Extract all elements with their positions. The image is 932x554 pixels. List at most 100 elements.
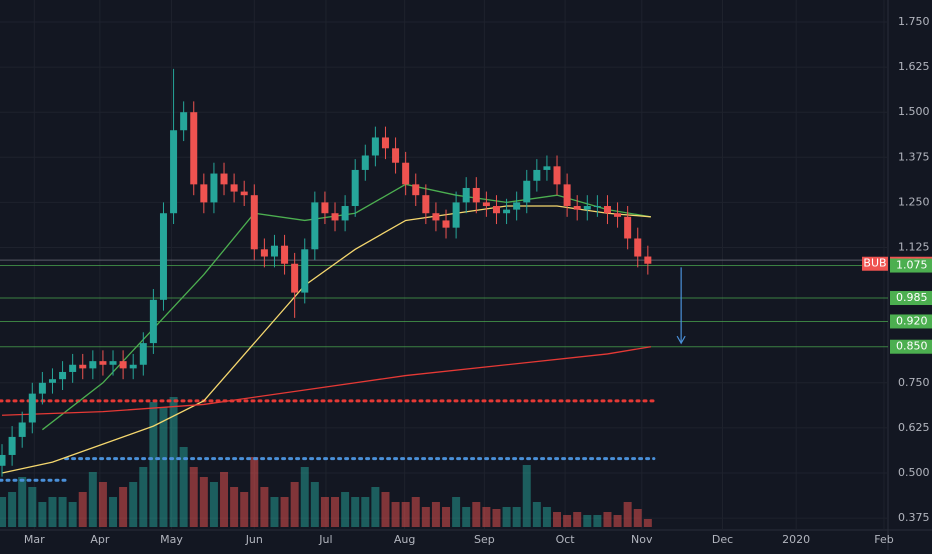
candle-body: [553, 166, 561, 185]
volume-bar: [351, 497, 360, 527]
price-label: 0.920: [896, 314, 928, 327]
candle-body: [200, 184, 208, 203]
y-tick-label: 0.500: [898, 466, 930, 479]
plot: [0, 0, 888, 530]
volume-bar: [169, 397, 178, 527]
volume-bar: [280, 497, 289, 527]
volume-bar: [68, 502, 77, 527]
candle-body: [593, 206, 601, 208]
candle-body: [159, 213, 167, 300]
candle-body: [210, 173, 218, 203]
x-tick-label: Dec: [712, 533, 733, 546]
volume-bar: [250, 457, 259, 527]
volume-bar: [482, 507, 491, 527]
candle-body: [69, 364, 77, 372]
moving-average: [1, 205, 651, 474]
x-tick-label: Aug: [394, 533, 415, 546]
candle-body: [402, 162, 410, 185]
y-tick-label: 1.750: [898, 15, 930, 28]
price-label: 0.850: [896, 340, 928, 353]
candle-body: [149, 299, 157, 344]
candle-body: [482, 202, 490, 207]
candle-body: [119, 361, 127, 369]
candle-body: [432, 213, 440, 221]
volume-bar: [58, 497, 67, 527]
volume-bar: [532, 502, 541, 527]
volume-bar: [593, 515, 602, 527]
volume-bar: [98, 482, 107, 527]
volume-bar: [260, 487, 269, 527]
volume-bar: [189, 467, 198, 527]
volume-bar: [129, 482, 138, 527]
volume-bar: [28, 487, 37, 527]
candle-body: [412, 184, 420, 196]
candle-body: [311, 202, 319, 250]
price-label-box: [890, 258, 932, 273]
candle-body: [361, 155, 369, 170]
x-tick-label: Mar: [24, 533, 45, 546]
volume-bar: [341, 492, 350, 527]
candle-body: [28, 393, 36, 423]
volume-bar: [199, 477, 208, 527]
volume-bar: [8, 492, 17, 527]
x-tick-label: 2020: [782, 533, 810, 546]
candle-body: [422, 195, 430, 214]
volume-bar: [320, 497, 329, 527]
x-tick-label: Nov: [631, 533, 653, 546]
volume-bar: [431, 502, 440, 527]
symbol-label-box: [862, 256, 888, 271]
volume-bar: [0, 497, 7, 527]
y-tick-label: 1.250: [898, 195, 930, 208]
candle-body: [129, 364, 137, 369]
y-tick-label: 0.750: [898, 376, 930, 389]
volume-bar: [119, 487, 128, 527]
candle-body: [220, 173, 228, 185]
candle-body: [543, 166, 551, 170]
candle-body: [270, 245, 278, 257]
volume-bar: [583, 515, 592, 527]
volume-bar: [209, 482, 218, 527]
volume-bar: [220, 472, 229, 527]
y-tick-label: 1.625: [898, 60, 930, 73]
volume-bar: [492, 509, 501, 527]
x-tick-label: May: [160, 533, 183, 546]
y-tick-label: 1.125: [898, 241, 930, 254]
candle-body: [492, 206, 500, 214]
volume-bar: [179, 447, 188, 527]
candle-body: [351, 169, 359, 207]
candle-body: [291, 263, 299, 293]
candle-body: [371, 137, 379, 156]
candle-body: [603, 206, 611, 214]
x-tick-label: Jul: [318, 533, 332, 546]
candle-body: [573, 206, 581, 210]
volume-bar: [78, 492, 87, 527]
candle-body: [38, 382, 46, 394]
volume-bar: [88, 472, 97, 527]
volume-bar: [573, 512, 582, 527]
y-tick-label: 1.375: [898, 150, 930, 163]
candle-body: [472, 187, 480, 203]
volume-bar: [240, 492, 249, 527]
candle-body: [180, 112, 188, 131]
volume-bar: [603, 512, 612, 527]
candle-body: [503, 209, 511, 214]
candle-body: [533, 169, 541, 181]
volume-bar: [563, 515, 572, 527]
volume-bar: [623, 502, 632, 527]
volume-bar: [633, 509, 642, 527]
volume-bar: [512, 507, 521, 527]
volume-bar: [159, 407, 168, 527]
candle-body: [452, 202, 460, 228]
price-label: 0.985: [896, 291, 928, 304]
symbol-label: BUB: [863, 257, 886, 270]
y-tick-label: 1.500: [898, 105, 930, 118]
candle-body: [170, 130, 178, 214]
volume-bar: [502, 507, 511, 527]
volume-bar: [331, 497, 340, 527]
volume-bar: [149, 402, 158, 527]
candle-body: [321, 202, 329, 214]
volume-bar: [310, 482, 319, 527]
x-tick-label: Sep: [474, 533, 495, 546]
volume-bar: [48, 497, 57, 527]
price-label: 1.075: [896, 259, 928, 272]
